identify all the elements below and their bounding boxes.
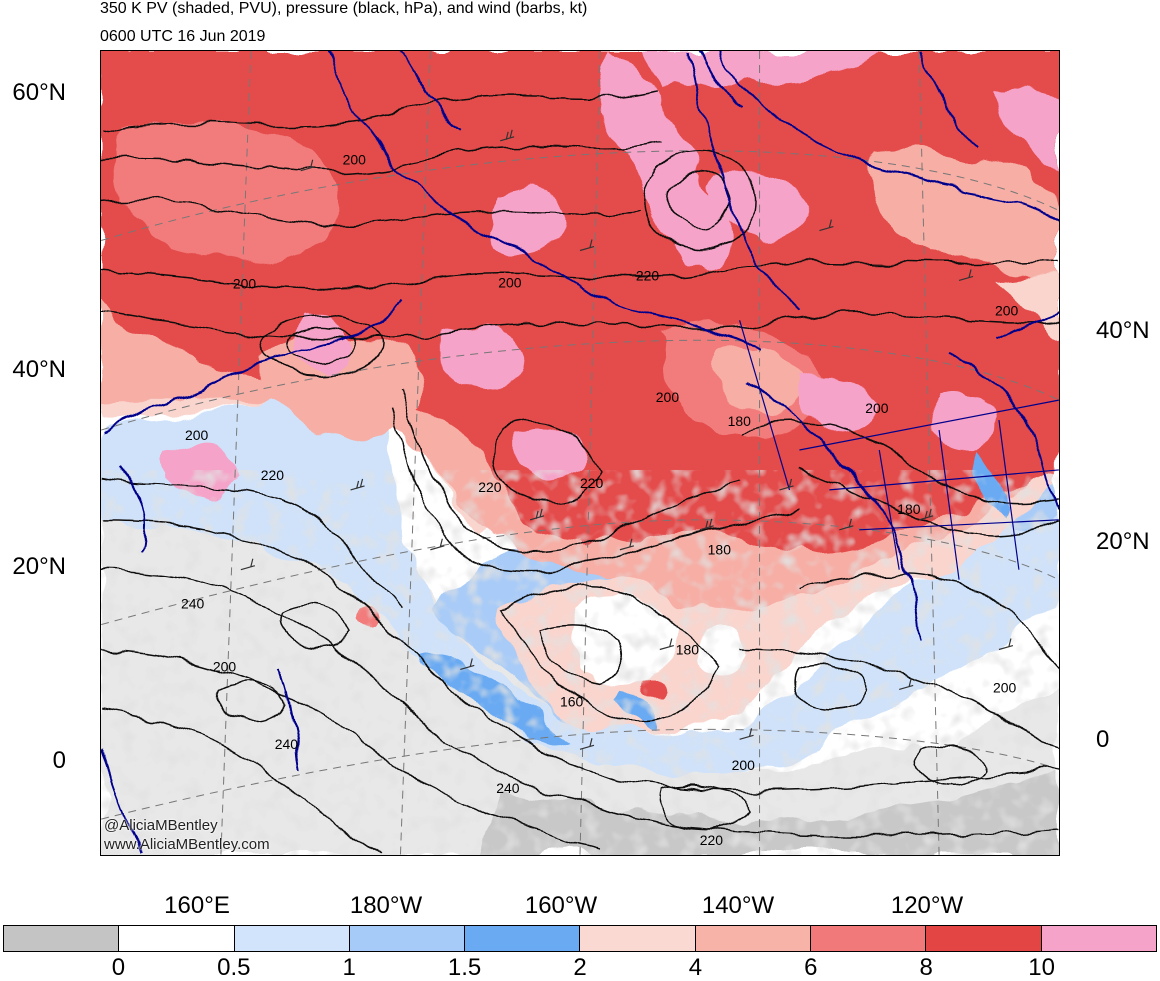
- coastlines: [101, 51, 1059, 855]
- contour-label: 180: [897, 501, 921, 517]
- map-valid-time: 0600 UTC 16 Jun 2019: [100, 28, 266, 45]
- lat-label-left: 60°N: [12, 79, 66, 106]
- lat-label-right: 0: [1096, 726, 1110, 753]
- political-borders: [739, 320, 1059, 580]
- pv-map-canvas: 200 200 200 220 200 220 200 180 200 180 …: [101, 51, 1059, 855]
- colorbar-tick-label: 0.5: [217, 954, 251, 981]
- colorbar-box: [1041, 926, 1156, 951]
- tropical-low-pv-texture: [101, 469, 1059, 855]
- contour-label: 200: [233, 275, 257, 291]
- credit-website: www.AliciaMBentley.com: [104, 836, 270, 853]
- lon-label: 180°W: [349, 892, 423, 919]
- pressure-contours: [101, 90, 1059, 855]
- colorbar-tick-label: 2: [573, 954, 587, 981]
- colorbar-box: [119, 926, 235, 951]
- lat-label-left: 20°N: [12, 553, 66, 580]
- colorbar-tick-label: 0: [111, 954, 126, 981]
- contour-label: 180: [676, 641, 700, 657]
- map-title: 350 K PV (shaded, PVU), pressure (black,…: [100, 0, 588, 17]
- colorbar-tick-label: 1: [342, 954, 356, 981]
- contour-label: 220: [636, 267, 660, 283]
- colorbar-box: [465, 926, 581, 951]
- lat-label-left: 0: [52, 747, 66, 774]
- colorbar-box: [695, 926, 812, 951]
- contour-label-layer: 200 200 200 220 200 220 200 180 200 180 …: [181, 152, 1018, 848]
- lat-label-right: 20°N: [1096, 528, 1150, 555]
- colorbar-box: [349, 926, 466, 951]
- contour-label: 200: [995, 302, 1019, 318]
- credit-handle: @AliciaMBentley: [104, 817, 218, 834]
- colorbar-tick-label: 1.5: [447, 954, 482, 981]
- colorbar-tick-label: 10: [1028, 954, 1055, 981]
- contour-label: 240: [181, 596, 205, 612]
- colorbar-box: [234, 926, 350, 951]
- contour-label: 200: [993, 679, 1017, 695]
- lon-label: 120°W: [890, 892, 964, 919]
- lon-label: 160°E: [164, 892, 230, 919]
- contour-label: 180: [728, 413, 752, 429]
- contour-label: 180: [708, 542, 732, 558]
- contour-label: 200: [343, 152, 367, 168]
- lat-label-left: 40°N: [12, 356, 66, 383]
- contour-label: 200: [213, 658, 237, 674]
- colorbar-tick-label: 8: [919, 954, 933, 981]
- contour-label: 200: [865, 400, 889, 416]
- pv-colorbar: [3, 925, 1157, 952]
- contour-label: 240: [275, 736, 299, 752]
- colorbar-tick-label: 4: [688, 954, 703, 981]
- lon-label: 160°W: [524, 892, 598, 919]
- contour-label: 220: [580, 475, 604, 491]
- contour-label: 200: [732, 757, 756, 773]
- colorbar-box: [4, 926, 120, 951]
- contour-label: 200: [498, 274, 522, 290]
- wind-barbs: [240, 129, 1014, 750]
- contour-label: 220: [700, 832, 724, 848]
- colorbar-box: [811, 926, 927, 951]
- pv-map-panel: 200 200 200 220 200 220 200 180 200 180 …: [100, 50, 1060, 856]
- contour-label: 200: [185, 427, 209, 443]
- lat-label-right: 40°N: [1096, 317, 1150, 344]
- contour-label: 220: [261, 467, 285, 483]
- colorbar-tick-label: 6: [804, 954, 818, 981]
- contour-label: 200: [656, 389, 680, 405]
- credit-watermark: @AliciaMBentley www.AliciaMBentley.com: [104, 816, 270, 854]
- contour-label: 160: [560, 693, 584, 709]
- lon-label: 140°W: [701, 892, 775, 919]
- colorbar-box: [926, 926, 1042, 951]
- contour-label: 220: [478, 479, 502, 495]
- graticule: [101, 51, 1059, 855]
- colorbar-box: [580, 926, 696, 951]
- contour-label: 240: [496, 780, 520, 796]
